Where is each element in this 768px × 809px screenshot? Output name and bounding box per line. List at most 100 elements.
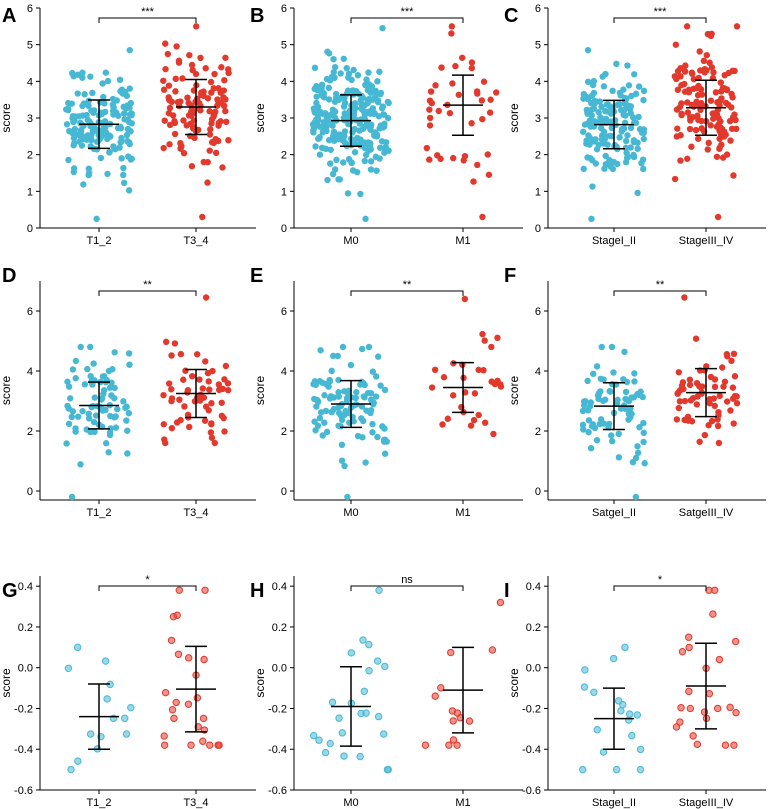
data-point [730,420,737,427]
data-point [719,364,726,371]
y-axis-title: score [0,376,13,406]
data-point [599,73,606,80]
data-point [207,429,215,436]
data-point [313,403,320,410]
data-point [595,141,602,149]
data-point [339,343,347,351]
data-point [471,390,479,397]
data-point [121,116,128,123]
data-point [677,704,685,712]
panel-letter-B: B [250,5,264,27]
data-point [468,120,475,127]
data-point [470,416,478,424]
data-point [352,394,359,402]
data-point [65,156,72,164]
data-point [99,373,107,380]
data-point [325,96,333,103]
data-point [467,422,475,429]
data-point [675,369,683,376]
data-point [674,390,681,397]
data-point [127,703,135,712]
data-point [321,392,328,399]
y-tick-label: 0.4 [18,581,33,593]
data-point [726,117,734,125]
data-point [349,129,356,136]
data-point [431,692,439,700]
data-point [681,68,689,75]
data-point [681,294,688,301]
data-point [727,407,734,414]
x-tick-label: M1 [455,507,470,519]
x-tick-label: T3_4 [183,507,208,519]
data-point [367,407,375,414]
data-point [357,190,364,198]
data-point [684,99,691,106]
significance-bracket [98,585,197,591]
data-point [381,425,388,432]
data-point [202,358,209,365]
data-point [321,419,328,426]
y-tick-label: 0.2 [272,622,287,634]
data-point [721,378,729,385]
data-point [640,419,647,427]
data-point [126,361,133,368]
data-point [614,101,621,109]
data-point [604,141,611,148]
data-point [168,706,177,714]
data-point [627,144,634,151]
data-point [579,128,587,135]
panel-F: F 0 2 4 6 score SatgeI_II SatgeIII_IV ** [504,265,766,519]
data-point [632,493,640,501]
data-point [74,90,81,97]
data-point [111,349,118,356]
data-point [99,80,106,87]
data-point [447,648,455,657]
data-point [89,128,97,135]
data-point [590,688,598,696]
data-point [68,493,76,501]
data-point [634,443,641,450]
data-point [69,366,77,373]
data-point [204,369,212,377]
data-point [125,139,133,146]
data-point [382,143,389,151]
data-point [322,145,330,153]
data-point [206,147,213,154]
data-point [93,215,100,223]
data-point [589,183,596,190]
data-point [685,89,693,96]
data-point [64,378,71,385]
data-point [199,385,206,392]
data-point [374,712,383,721]
data-point [184,386,192,394]
data-point [730,350,738,358]
data-point [439,421,446,428]
y-tick-label: 0 [281,223,287,235]
data-point [112,413,119,420]
data-point [316,133,323,141]
significance-label: *** [141,6,155,18]
data-point [204,179,211,186]
data-point [634,145,641,152]
data-point [85,97,92,105]
data-point [92,412,100,419]
data-point [479,213,486,221]
data-point [637,388,644,395]
data-point [362,81,369,89]
data-point [317,409,325,416]
data-point [87,372,94,380]
data-point [78,142,86,149]
data-point [312,143,319,150]
x-tick-label: M0 [343,507,358,519]
data-point [617,707,625,715]
data-point [365,640,373,649]
data-point [721,71,728,79]
data-point [166,96,173,104]
data-point [595,395,602,403]
data-point [710,115,717,122]
significance-label: ** [403,279,412,291]
data-point [65,420,73,428]
data-point [326,376,333,384]
data-point [168,352,175,359]
data-point [714,213,722,221]
